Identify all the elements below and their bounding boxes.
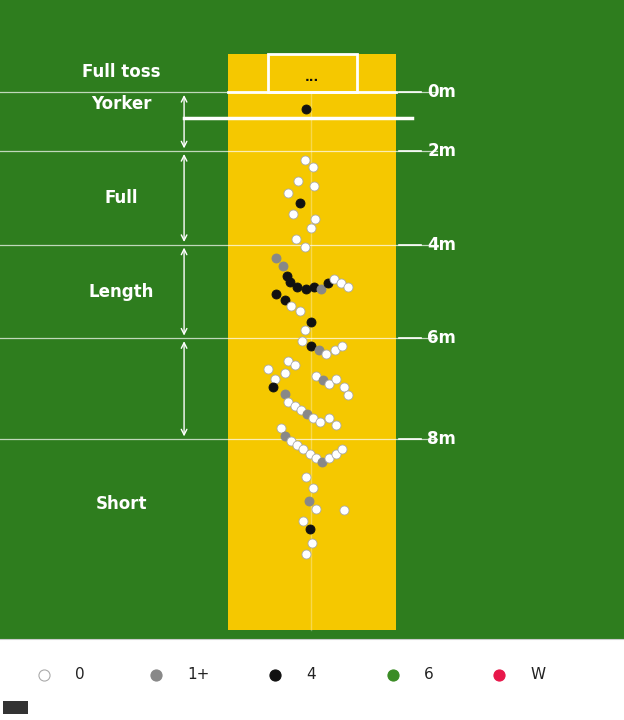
Text: Full: Full [105,189,139,207]
Text: Length: Length [89,282,154,301]
Text: 0: 0 [75,667,84,682]
Text: W: W [530,667,545,682]
Text: ...: ... [305,71,318,84]
Bar [228,54,396,630]
Bar [0,639,624,720]
Bar [3,701,28,714]
Text: 1+: 1+ [187,667,210,682]
Text: Short: Short [96,495,147,513]
Text: 0m: 0m [427,83,456,101]
Text: 2m: 2m [427,142,456,160]
Text: Yorker: Yorker [92,95,152,113]
Bar [268,54,357,92]
Text: 6: 6 [424,667,434,682]
Text: 8m: 8m [427,430,456,448]
Text: 6m: 6m [427,329,456,347]
Text: Full toss: Full toss [82,63,161,81]
Text: 4: 4 [306,667,315,682]
Text: 4m: 4m [427,235,456,253]
